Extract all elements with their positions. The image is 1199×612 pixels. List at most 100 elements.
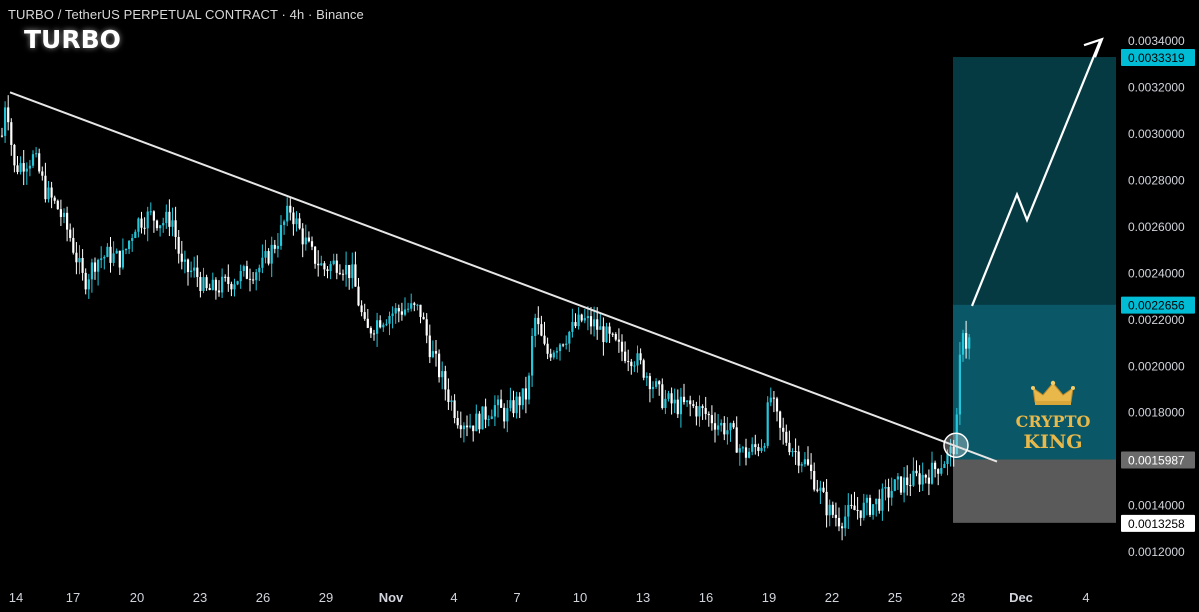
candle-body	[862, 502, 865, 518]
time-tick-label: 13	[636, 590, 650, 605]
candle-body	[748, 451, 751, 458]
candle-body	[586, 316, 589, 319]
candle-body	[850, 504, 853, 506]
candle-body	[583, 318, 586, 321]
candle-body	[648, 376, 651, 390]
candle-body	[106, 246, 109, 257]
candle-body	[636, 353, 639, 366]
candle-body	[605, 326, 608, 343]
candle-body	[558, 344, 562, 352]
time-tick-label: 28	[951, 590, 965, 605]
time-axis[interactable]: 14 17 20 23 26 29 Nov 4 7 10 13 16 19 22 25 28 Dec 4	[9, 590, 1090, 605]
candle-body	[596, 319, 599, 330]
candle-body	[763, 445, 766, 448]
candle-body	[214, 279, 217, 291]
time-tick-label: 22	[825, 590, 839, 605]
candle-body	[729, 423, 732, 431]
candle-body	[744, 447, 748, 458]
price-label-text-current: 0.0022656	[1128, 299, 1185, 313]
candle-body	[425, 319, 428, 336]
candle-body	[264, 251, 267, 258]
candle-body	[410, 303, 413, 309]
candle-body	[921, 474, 924, 485]
candle-body	[704, 408, 707, 414]
candle-body	[230, 283, 233, 290]
candle-body	[682, 396, 686, 403]
candle-body	[431, 351, 434, 358]
price-axis[interactable]: 0.0034000 0.0032000 0.0030000 0.0028000 0.00…	[1121, 34, 1195, 559]
time-tick-label: 7	[513, 590, 520, 605]
candle-body	[53, 197, 56, 201]
candle-body	[546, 343, 549, 354]
candle-body	[757, 447, 760, 452]
candle-body	[633, 365, 636, 367]
candle-body	[345, 264, 348, 275]
target-zone-upper	[953, 57, 1116, 305]
crown-icon	[1031, 380, 1075, 405]
candle-body	[301, 228, 304, 245]
candle-body	[335, 260, 338, 273]
candle-body	[645, 376, 648, 378]
candle-body	[859, 510, 862, 518]
candle-body	[496, 399, 500, 406]
candle-body	[534, 317, 537, 336]
candle-body	[865, 497, 868, 503]
candle-body	[453, 400, 456, 419]
candle-body	[97, 259, 100, 272]
candle-body	[813, 471, 816, 490]
candle-body	[81, 257, 84, 273]
candle-body	[800, 464, 803, 466]
candle-body	[90, 262, 93, 280]
candle-body	[524, 388, 527, 400]
candle-body	[487, 418, 490, 420]
breakout-circle	[943, 432, 969, 459]
candle-body	[825, 491, 828, 516]
candle-body	[112, 253, 115, 263]
candle-body	[909, 485, 912, 487]
candle-body	[441, 371, 444, 378]
time-tick-label: 4	[1082, 590, 1089, 605]
candle-body	[651, 386, 655, 390]
candle-body	[899, 476, 903, 493]
candle-body	[428, 335, 431, 358]
candle-body	[376, 320, 379, 334]
candle-body	[775, 398, 779, 412]
candle-body	[593, 319, 596, 327]
candle-body	[472, 425, 475, 432]
candle-body	[416, 304, 419, 306]
candle-body	[186, 259, 190, 273]
candle-body	[500, 399, 503, 408]
candle-body	[890, 490, 893, 498]
candle-body	[72, 237, 75, 253]
candle-body	[31, 154, 35, 166]
candle-body	[884, 486, 887, 489]
candle-body	[115, 250, 118, 254]
candle-body	[255, 272, 258, 281]
candle-body	[667, 393, 670, 399]
candle-body	[239, 271, 242, 282]
candle-body	[853, 505, 856, 510]
candle-body	[571, 322, 574, 332]
candle-body	[512, 400, 515, 414]
candle-body	[171, 220, 174, 227]
candle-body	[493, 405, 496, 417]
candle-body	[934, 462, 937, 470]
candle-body	[332, 260, 335, 265]
candle-body	[245, 266, 248, 279]
candle-body	[741, 447, 744, 449]
stop-zone	[953, 459, 1116, 523]
candle-body	[803, 459, 806, 465]
candle-body	[707, 413, 710, 416]
candle-body	[307, 237, 310, 242]
time-tick-label: 10	[573, 590, 587, 605]
candle-body	[782, 427, 785, 432]
time-tick-label: Dec	[1009, 590, 1033, 605]
candle-body	[397, 308, 400, 312]
price-label-current	[1121, 296, 1195, 314]
price-label-text-target: 0.0033319	[1128, 51, 1185, 65]
candle-body	[407, 308, 410, 310]
candle-body	[47, 187, 50, 200]
candle-body	[608, 326, 611, 334]
time-tick-label: 25	[888, 590, 902, 605]
